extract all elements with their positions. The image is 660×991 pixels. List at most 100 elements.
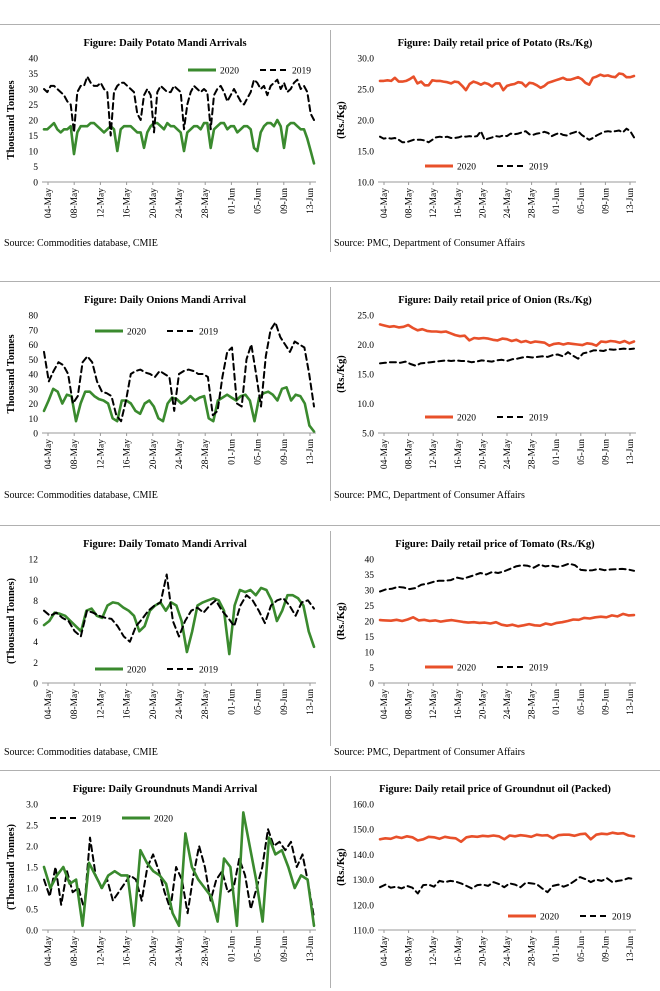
- series-line-2020: [378, 612, 636, 628]
- x-tick-label: 20-May: [478, 689, 488, 719]
- chart-svg: Figure: Daily retail price of Potato (Rs…: [336, 38, 636, 218]
- y-tick-label: 35: [365, 571, 375, 581]
- x-tick-label: 16-May: [123, 439, 133, 469]
- x-tick-label: 13-Jun: [306, 936, 316, 962]
- series-line-2019: [43, 75, 315, 137]
- y-tick-label: 20.0: [357, 341, 374, 351]
- x-tick-label: 01-Jun: [227, 689, 237, 715]
- series-line-2019: [379, 127, 635, 144]
- series-line-2020: [42, 118, 316, 165]
- x-tick-label: 12-May: [96, 936, 106, 966]
- x-tick-label: 20-May: [149, 936, 159, 966]
- chart-svg: Figure: Daily retail price of Tomato (Rs…: [336, 539, 636, 719]
- column-separator: [330, 30, 331, 252]
- legend-label-2020: 2020: [457, 163, 476, 173]
- y-tick-label: 40: [365, 556, 375, 566]
- x-tick-label: 09-Jun: [280, 188, 290, 214]
- x-tick-label: 09-Jun: [601, 188, 611, 214]
- y-tick-label: 120.0: [353, 901, 375, 911]
- y-tick-label: 0: [33, 179, 38, 189]
- legend-label-2019: 2019: [529, 664, 548, 674]
- y-tick-label: 5: [33, 163, 38, 173]
- x-tick-label: 01-Jun: [227, 936, 237, 962]
- legend-label-2020: 2020: [457, 664, 476, 674]
- x-tick-label: 01-Jun: [552, 689, 562, 715]
- x-tick-label: 04-May: [44, 936, 54, 966]
- x-tick-label: 04-May: [44, 689, 54, 719]
- series-line-2019: [379, 562, 635, 593]
- y-axis-label: (Thousand Tonnes): [6, 823, 17, 910]
- x-tick-label: 05-Jun: [254, 689, 264, 715]
- series-line-2020: [42, 811, 316, 928]
- y-tick-label: 5: [369, 664, 374, 674]
- legend-label-2020: 2020: [127, 666, 146, 676]
- y-tick-label: 15: [365, 633, 375, 643]
- potato-arrivals-chart: Figure: Daily Potato Mandi Arrivals Thous…: [2, 30, 328, 236]
- y-tick-label: 25: [29, 101, 39, 111]
- x-tick-label: 20-May: [478, 936, 488, 966]
- y-tick-label: 25.0: [357, 312, 374, 322]
- chart-svg: Figure: Daily Onions Mandi Arrival Thousa…: [6, 295, 316, 469]
- y-tick-label: 0: [33, 680, 38, 690]
- y-tick-label: 60: [29, 341, 39, 351]
- source-note: Source: Commodities database, CMIE: [4, 490, 158, 501]
- source-note: Source: Commodities database, CMIE: [4, 238, 158, 249]
- x-tick-label: 13-Jun: [306, 689, 316, 715]
- x-tick-label: 20-May: [478, 439, 488, 469]
- y-tick-label: 3.0: [26, 801, 38, 811]
- row-separator: [0, 24, 660, 25]
- chart-title: Figure: Daily retail price of Potato (Rs…: [398, 38, 593, 49]
- x-tick-label: 01-Jun: [552, 439, 562, 465]
- tomato-arrivals-chart: Figure: Daily Tomato Mandi Arrival (Thous…: [2, 531, 328, 737]
- legend: 2020 2019: [425, 414, 548, 424]
- x-tick-label: 04-May: [380, 689, 390, 719]
- x-tick-label: 13-Jun: [626, 439, 636, 465]
- column-separator: [330, 531, 331, 746]
- legend-label-2019: 2019: [82, 815, 101, 825]
- x-tick-label: 05-Jun: [577, 188, 587, 214]
- y-tick-label: 50: [29, 356, 39, 366]
- series-line-2019: [379, 876, 635, 895]
- x-tick-label: 05-Jun: [577, 689, 587, 715]
- x-tick-label: 24-May: [175, 439, 185, 469]
- y-tick-label: 10.0: [357, 179, 374, 189]
- x-tick-label: 09-Jun: [601, 936, 611, 962]
- x-tick-label: 12-May: [429, 689, 439, 719]
- x-tick-label: 24-May: [503, 936, 513, 966]
- y-tick-label: 10.0: [357, 400, 374, 410]
- x-tick-label: 09-Jun: [280, 439, 290, 465]
- x-tick-label: 13-Jun: [626, 936, 636, 962]
- y-tick-label: 10: [29, 576, 39, 586]
- y-tick-label: 6: [33, 618, 38, 628]
- series-line-2019: [379, 347, 635, 367]
- y-tick-label: 5.0: [362, 430, 374, 440]
- x-tick-label: 04-May: [380, 439, 390, 469]
- x-tick-label: 09-Jun: [601, 689, 611, 715]
- chart-svg: Figure: Daily retail price of Onion (Rs.…: [336, 295, 636, 469]
- series-line-2020: [42, 586, 316, 656]
- x-tick-label: 16-May: [123, 689, 133, 719]
- y-tick-label: 80: [29, 312, 39, 322]
- legend: 2020 2019: [188, 67, 311, 77]
- y-tick-label: 12: [29, 556, 39, 566]
- y-axis-label: (Rs./Kg): [336, 848, 347, 886]
- x-tick-label: 24-May: [503, 439, 513, 469]
- x-tick-label: 01-Jun: [552, 936, 562, 962]
- chart-svg: Figure: Daily Tomato Mandi Arrival (Thous…: [6, 539, 316, 719]
- y-tick-label: 25.0: [357, 86, 374, 96]
- source-note: Source: PMC, Department of Consumer Affa…: [334, 490, 525, 501]
- y-tick-label: 30.0: [357, 55, 374, 65]
- y-tick-label: 10: [365, 649, 375, 659]
- x-tick-label: 20-May: [478, 188, 488, 218]
- legend-label-2020: 2020: [220, 67, 239, 77]
- y-tick-label: 20: [29, 117, 39, 127]
- x-tick-label: 08-May: [70, 689, 80, 719]
- y-tick-label: 30: [365, 587, 375, 597]
- x-tick-label: 13-Jun: [626, 188, 636, 214]
- y-axis-label: Thousand Tonnes: [6, 80, 17, 159]
- y-tick-label: 0.5: [26, 906, 38, 916]
- x-tick-label: 08-May: [70, 439, 80, 469]
- series-line-2020: [378, 831, 636, 844]
- row-separator: [0, 525, 660, 526]
